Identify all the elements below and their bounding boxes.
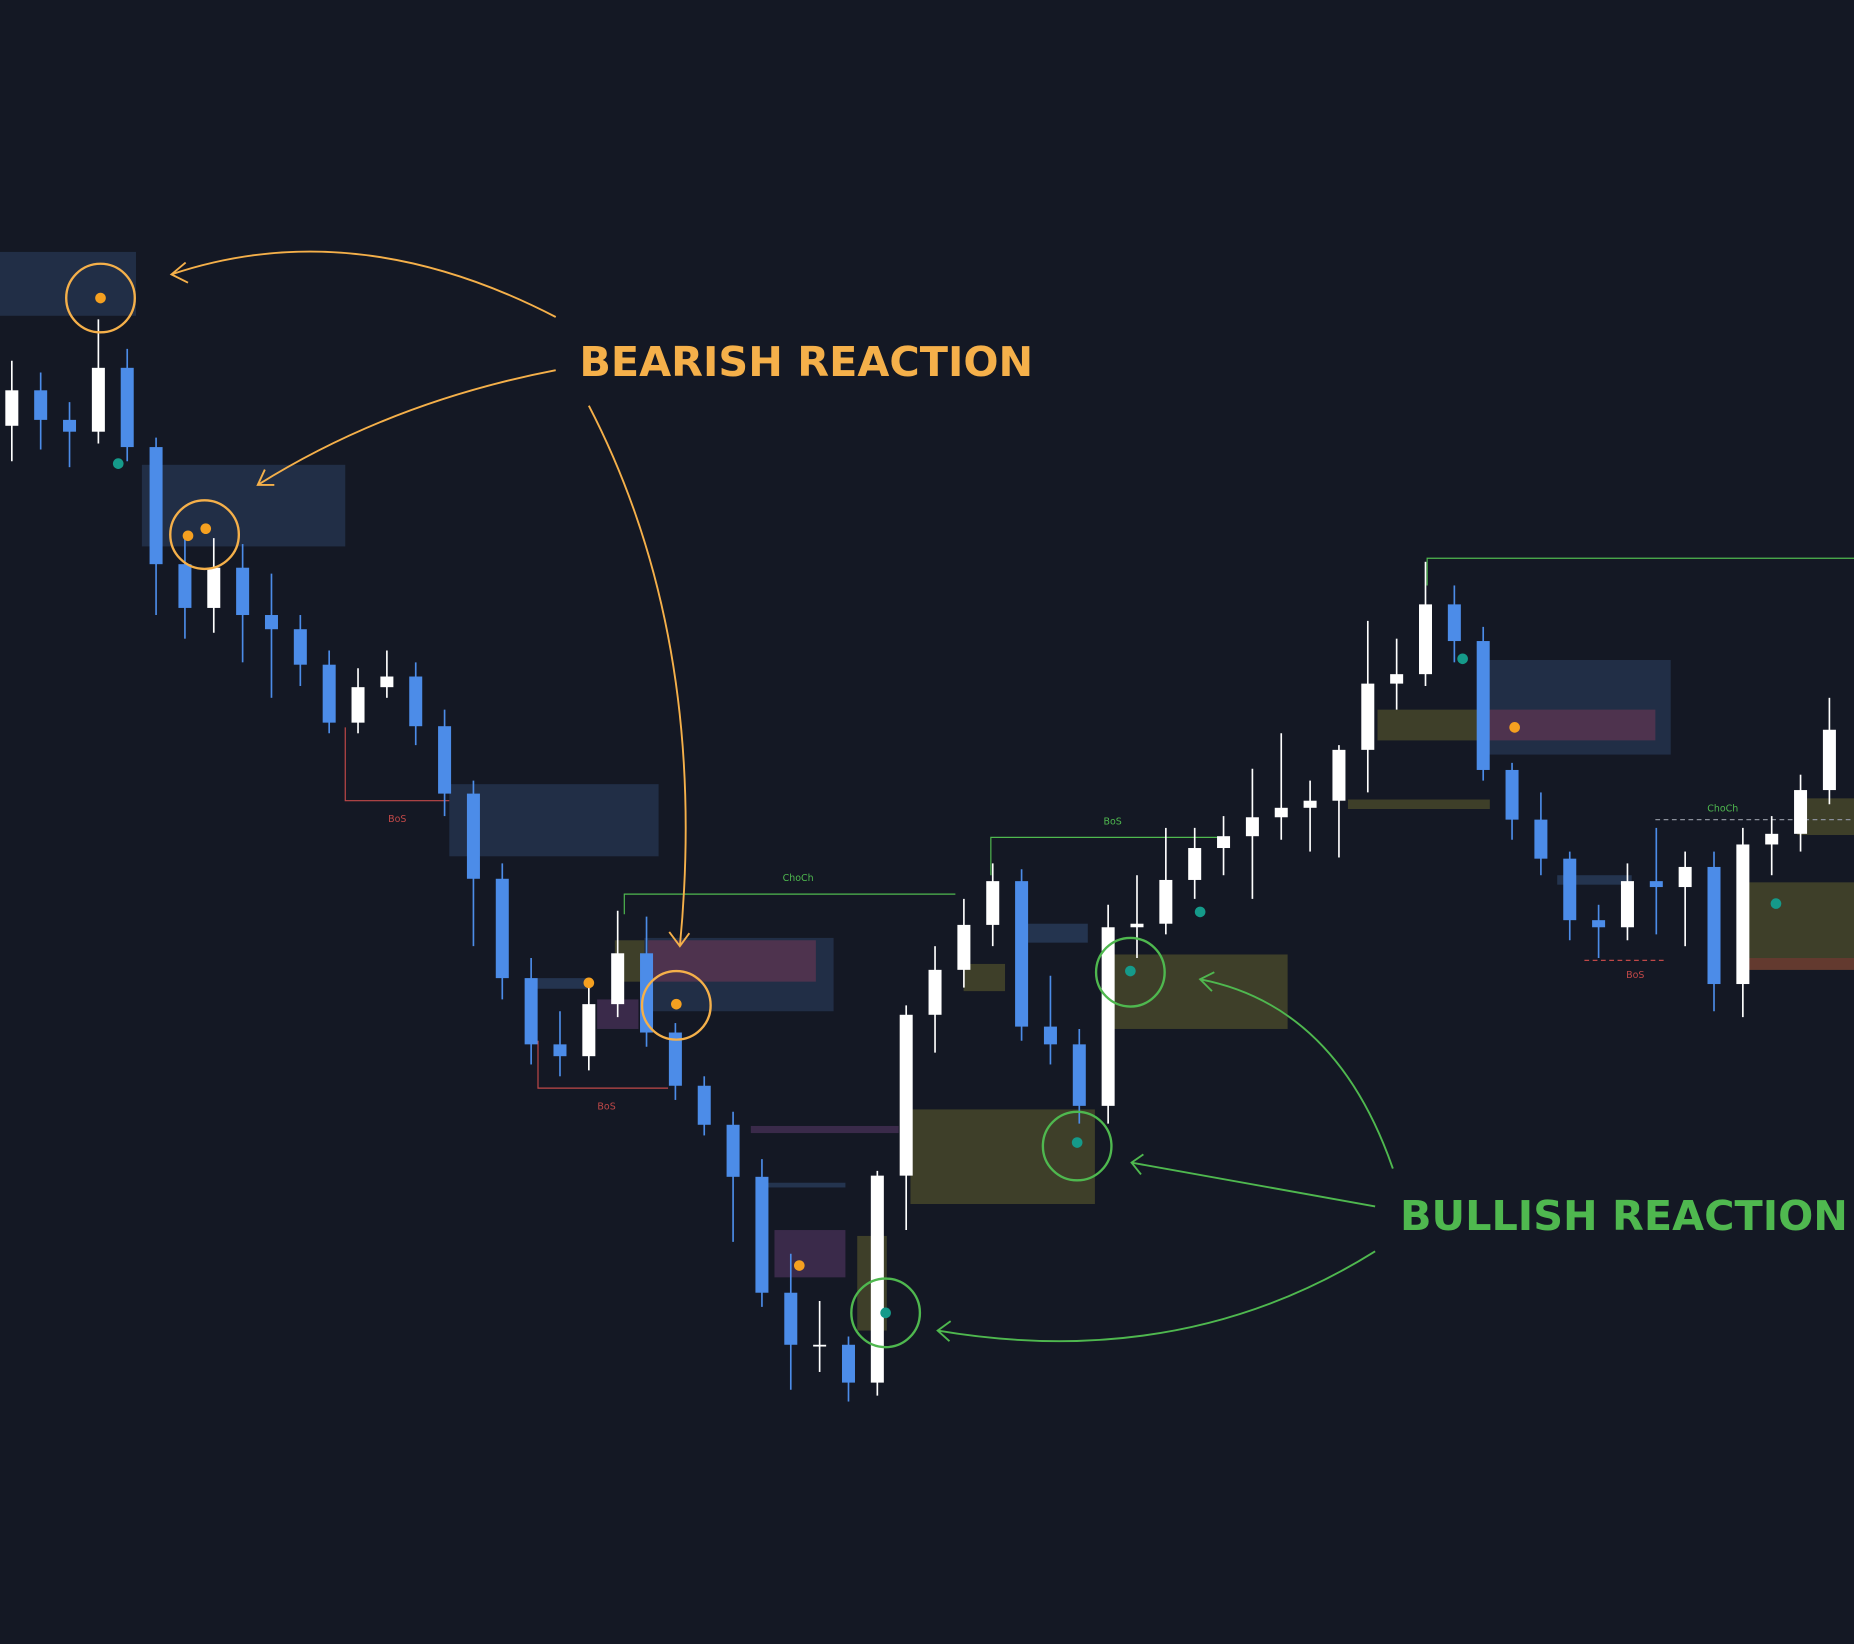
candle-body	[1332, 749, 1346, 801]
candle-body	[5, 390, 19, 426]
candle-body	[1649, 881, 1663, 888]
candle-body	[1072, 1044, 1086, 1106]
structure-lines	[344, 557, 1854, 1089]
candle-body	[1765, 833, 1779, 845]
candle-body	[784, 1292, 798, 1345]
candle-body	[236, 567, 250, 616]
candle-body	[1274, 807, 1288, 818]
candle-body	[1736, 844, 1750, 985]
candle-body	[264, 615, 278, 630]
candle-body	[1678, 866, 1692, 888]
candle-body	[1101, 927, 1115, 1106]
candle-body	[91, 367, 105, 432]
choch-label: ChoCh	[1707, 803, 1738, 814]
candle-body	[1390, 674, 1404, 684]
candle-body	[438, 726, 452, 794]
candle-body	[1303, 800, 1317, 808]
candle-body	[1476, 641, 1490, 770]
candle-body	[1245, 817, 1259, 837]
candle-body	[149, 447, 163, 565]
candle-body	[1794, 790, 1808, 834]
candle-body	[322, 664, 336, 723]
candle-body	[1217, 836, 1231, 849]
candle-body	[1822, 729, 1836, 791]
candle-body	[466, 793, 480, 879]
candle-body	[1447, 604, 1461, 642]
candle-body	[986, 881, 1000, 925]
bos-label: BoS	[597, 1101, 615, 1112]
zones	[0, 251, 1854, 1331]
bos-label: BoS	[1103, 816, 1121, 827]
candle-body	[380, 676, 394, 688]
candle-body	[63, 419, 77, 432]
candle-body	[178, 564, 192, 608]
candle-body	[120, 367, 134, 448]
candle-body	[524, 978, 538, 1045]
candle-body	[1361, 683, 1375, 750]
dots	[95, 292, 1782, 1319]
candle-body	[1707, 866, 1721, 985]
candle-body	[726, 1124, 740, 1177]
choch-label: ChoCh	[783, 873, 814, 884]
candle-body	[1188, 848, 1202, 880]
candle-body	[899, 1014, 913, 1176]
candle-body	[1505, 769, 1519, 820]
candle-body	[1563, 858, 1577, 921]
bos-label: BoS	[1626, 970, 1644, 981]
candle-body	[928, 969, 942, 1015]
candle-body	[34, 390, 48, 420]
candle-body	[611, 953, 625, 1005]
bos-label: BoS	[388, 814, 406, 825]
candle-body	[841, 1344, 855, 1383]
candle-body	[495, 878, 509, 979]
candle-body	[1130, 923, 1144, 928]
candle-body	[697, 1085, 711, 1125]
bullish-label: BULLISH REACTION	[1400, 1192, 1848, 1240]
reaction-circles	[65, 262, 1166, 1349]
candle-body	[553, 1044, 567, 1057]
candle-body	[668, 1032, 682, 1086]
arrows	[169, 250, 1394, 1343]
candle-body	[1159, 879, 1173, 924]
candle-body	[1592, 920, 1606, 928]
candle-body	[1015, 881, 1029, 1027]
bearish-label: BEARISH REACTION	[579, 338, 1033, 386]
candle-body	[1043, 1026, 1057, 1045]
candle-body	[582, 1004, 596, 1057]
candle-body	[813, 1344, 827, 1347]
candle-body	[1418, 604, 1433, 675]
candles	[5, 319, 1836, 1402]
candle-body	[351, 687, 365, 723]
candle-body	[1620, 881, 1634, 928]
candle-body	[1534, 819, 1548, 859]
candle-body	[293, 629, 307, 665]
candle-body	[755, 1176, 769, 1293]
candle-body	[957, 924, 971, 970]
candle-body	[409, 676, 423, 727]
candle-body	[207, 567, 221, 608]
